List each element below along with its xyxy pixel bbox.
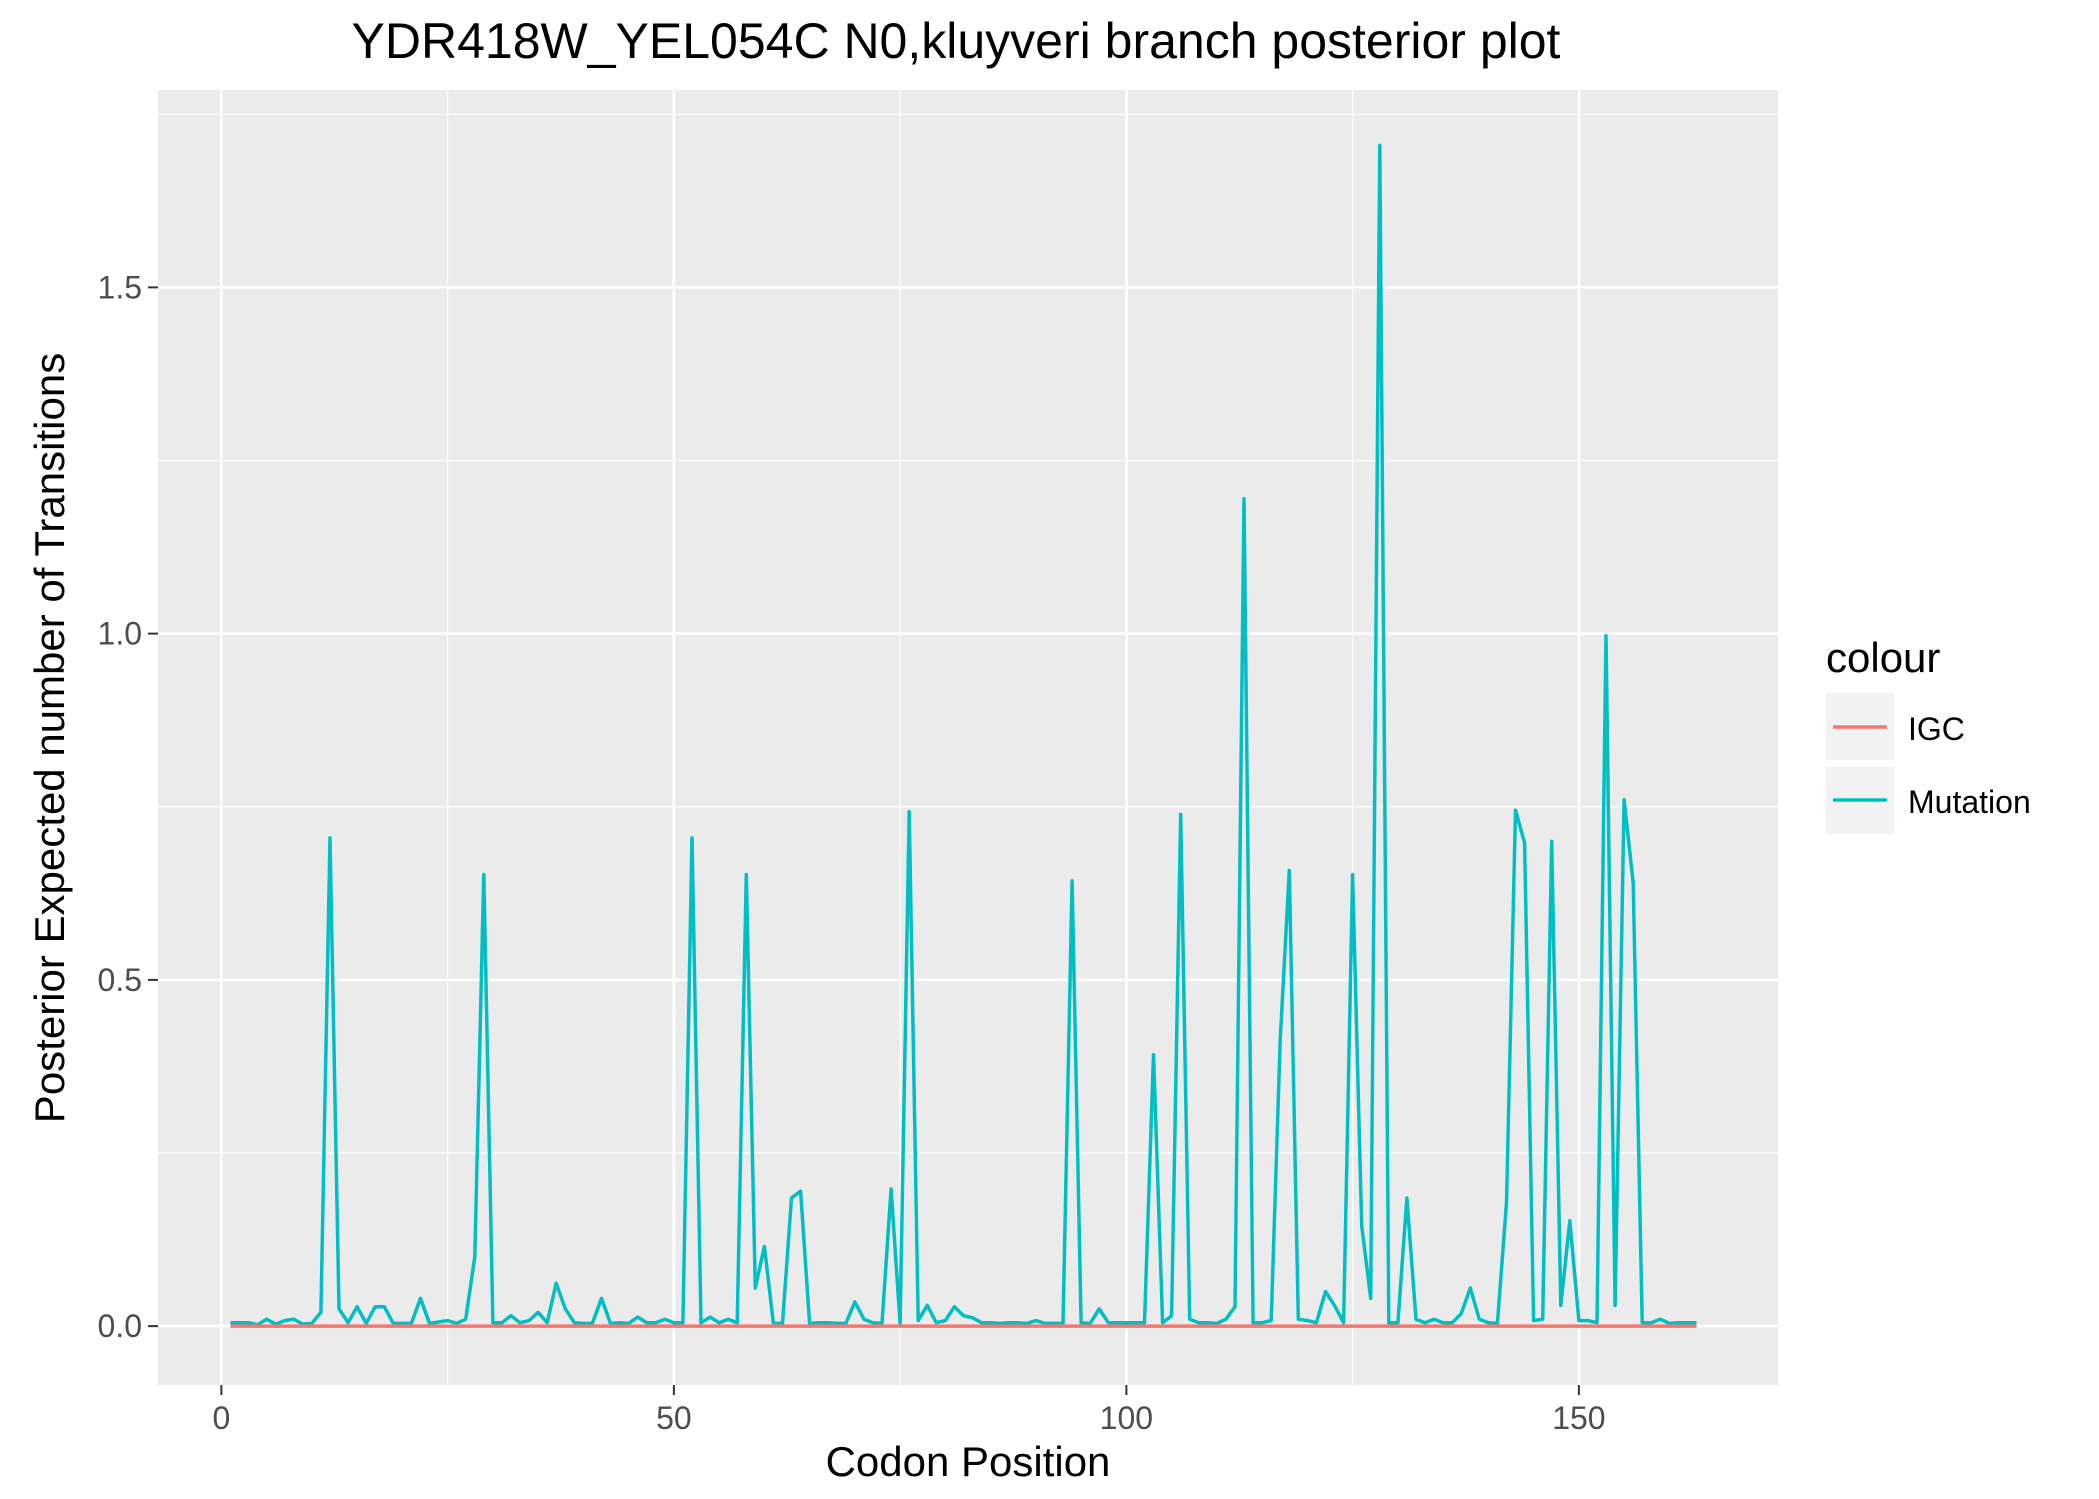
x-tick-label: 50	[656, 1400, 692, 1436]
y-tick-label: 1.5	[98, 269, 142, 305]
minor-gridlines	[158, 90, 1806, 1385]
y-tick-label: 1.0	[98, 616, 142, 652]
legend-label-mutation: Mutation	[1908, 784, 2031, 820]
y-axis-ticks: 0.0 0.5 1.0 1.5	[98, 269, 158, 1344]
series-line-mutation	[230, 143, 1697, 1327]
x-axis-title: Codon Position	[826, 1438, 1111, 1485]
legend-title: colour	[1826, 634, 1940, 681]
legend: colour IGC Mutation	[1826, 634, 2031, 834]
chart-title: YDR418W_YEL054C N0,kluyveri branch poste…	[352, 13, 1561, 69]
plot-panel	[158, 90, 1778, 1385]
x-axis-ticks: 0 50 100 150	[212, 1385, 1606, 1436]
x-tick-label: 150	[1552, 1400, 1605, 1436]
y-axis-title: Posterior Expected number of Transitions	[26, 353, 73, 1123]
series-lines	[230, 143, 1697, 1328]
x-tick-label: 100	[1100, 1400, 1153, 1436]
x-tick-label: 0	[212, 1400, 230, 1436]
y-tick-label: 0.0	[98, 1308, 142, 1344]
legend-label-igc: IGC	[1908, 711, 1965, 747]
y-tick-label: 0.5	[98, 962, 142, 998]
